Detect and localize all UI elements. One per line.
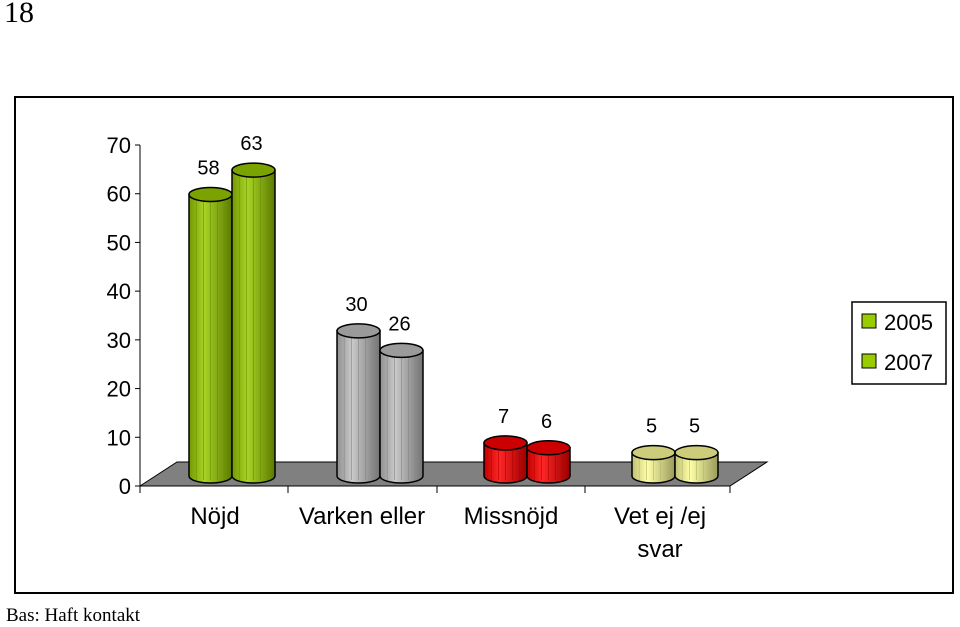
bar-2007: [674, 444, 719, 484]
y-tick-label: 40: [107, 279, 131, 304]
data-label: 26: [388, 313, 410, 335]
bar-2005: [188, 186, 233, 484]
data-label: 58: [197, 157, 219, 179]
legend: 2005 2007: [851, 301, 947, 385]
y-tick-label: 70: [107, 133, 131, 158]
y-tick-label: 50: [107, 230, 131, 255]
bar-2005: [336, 323, 381, 484]
bar-2005: [631, 444, 676, 484]
bar-2007: [379, 342, 424, 484]
category-label: Vet ej /ej svar: [614, 503, 706, 563]
data-label: 5: [646, 416, 657, 438]
data-label: 30: [345, 294, 367, 316]
data-labels: 58 63 30 26 7 6 5 5: [197, 133, 700, 438]
y-axis: 0 10 20 30 40 50 60 70: [107, 133, 141, 499]
category-label: Nöjd: [190, 503, 239, 530]
category-label: Missnöjd: [464, 503, 559, 530]
footnote: Bas: Haft kontakt: [6, 605, 141, 626]
bar-2007: [231, 162, 276, 484]
page-number: 18: [4, 0, 34, 29]
bar-2005: [483, 435, 528, 484]
data-label: 6: [541, 411, 552, 433]
category-axis: Nöjd Varken eller Missnöjd Vet ej /ej svar: [139, 485, 731, 563]
y-tick-label: 10: [107, 425, 131, 450]
data-label: 5: [689, 416, 700, 438]
data-label: 63: [240, 133, 262, 155]
legend-swatch: [861, 353, 877, 369]
y-tick-label: 60: [107, 182, 131, 207]
legend-label: 2005: [884, 310, 933, 335]
data-label: 7: [498, 406, 509, 428]
legend-label: 2007: [884, 350, 933, 375]
bar-2007: [526, 440, 571, 484]
category-label: Varken eller: [299, 503, 425, 530]
chart-frame: [14, 96, 954, 594]
y-tick-label: 0: [119, 474, 131, 499]
y-tick-label: 20: [107, 377, 131, 402]
y-tick-label: 30: [107, 328, 131, 353]
bars: [188, 162, 719, 484]
legend-swatch: [861, 313, 877, 329]
